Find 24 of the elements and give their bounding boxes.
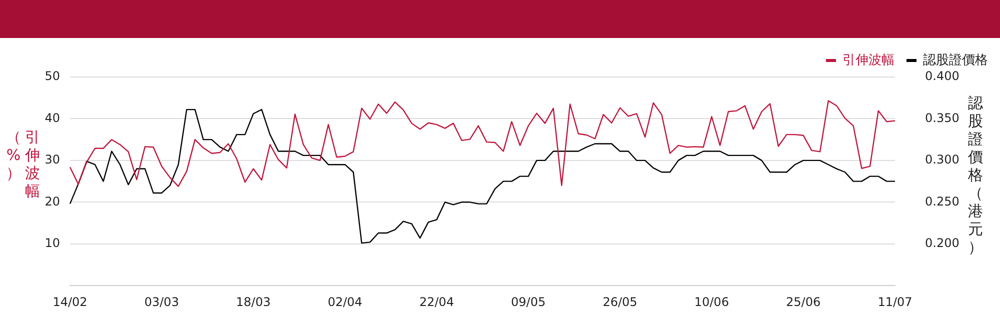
x-tick-label: 22/04: [419, 294, 454, 309]
text: 認股證價格（港元）: [968, 94, 983, 256]
x-tick-label: 14/02: [52, 294, 88, 309]
y2-tick-label: 0.400: [925, 69, 960, 84]
y-tick-label: 10: [44, 236, 60, 250]
legend-label: 引伸波幅: [842, 52, 894, 68]
y-tick-label: 20: [44, 194, 60, 208]
y-tick-label: 50: [44, 69, 60, 84]
legend-label: 認股證價格: [923, 52, 988, 68]
x-tick-label: 10/06: [694, 294, 729, 309]
y2-tick-label: 0.300: [925, 152, 960, 167]
x-tick-label: 26/05: [602, 294, 638, 309]
y2-tick-label: 0.250: [925, 194, 960, 208]
y-tick-label: 40: [44, 110, 60, 125]
x-tick-label: 11/07: [878, 294, 912, 309]
x-tick-label: 25/06: [786, 294, 821, 309]
y2-tick-label: 0.200: [925, 236, 960, 250]
y-tick-label: 30: [44, 152, 60, 167]
x-tick-label: 02/04: [328, 294, 362, 309]
y2-tick-label: 0.350: [925, 110, 960, 125]
text: 引伸波幅（%）: [6, 128, 40, 200]
x-tick-label: 18/03: [236, 294, 271, 309]
x-tick-label: 09/05: [511, 294, 546, 309]
x-tick-label: 03/03: [144, 294, 179, 309]
